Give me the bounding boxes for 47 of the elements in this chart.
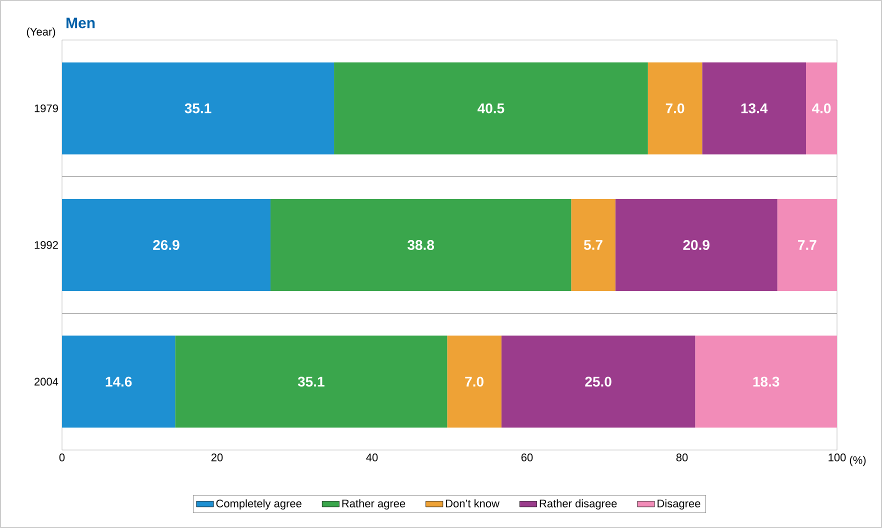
legend-label: Completely agree [216, 499, 302, 510]
x-axis-title: (%) [850, 456, 866, 466]
data-label: 4.0 [812, 103, 831, 114]
data-label: 7.0 [465, 376, 484, 387]
x-tick-label: 100 [828, 454, 846, 462]
data-label: 5.7 [584, 240, 602, 250]
data-label: 14.6 [106, 376, 132, 387]
bar [62, 62, 334, 154]
x-tick-label: 20 [211, 454, 223, 462]
data-label: 25.0 [585, 376, 612, 387]
bar [447, 336, 502, 428]
bar [695, 336, 838, 428]
x-tick-label: 40 [366, 454, 378, 462]
bar [334, 62, 648, 154]
data-label: 40.5 [478, 103, 504, 114]
bar [806, 62, 838, 154]
y-axis-title: (Year) [26, 28, 56, 38]
data-label: 20.9 [683, 240, 710, 250]
legend-label: Disagree [658, 499, 700, 510]
data-label: 35.1 [298, 376, 324, 387]
data-label: 7.7 [798, 240, 816, 250]
legend-label: Don’t know [446, 499, 500, 508]
data-label: 38.8 [408, 240, 434, 250]
x-tick-label: 0 [59, 454, 65, 462]
chart-title: Men [66, 18, 95, 28]
x-tick-label: 80 [676, 454, 688, 462]
y-tick-label: 1979 [34, 104, 58, 112]
data-label: 7.0 [666, 103, 684, 114]
y-tick-label: 2004 [34, 378, 58, 386]
bar [648, 62, 702, 154]
bar [571, 199, 616, 292]
bar [501, 336, 696, 428]
bar [702, 62, 806, 154]
data-label: 18.3 [753, 376, 780, 387]
data-label: 13.4 [741, 103, 768, 114]
bar [62, 336, 176, 428]
bar [62, 199, 270, 292]
y-tick-label: 1992 [34, 241, 58, 249]
x-tick-label: 60 [521, 454, 533, 462]
legend-label: Rather disagree [540, 499, 617, 510]
bar [270, 199, 572, 292]
bar [777, 199, 838, 292]
bar [175, 336, 448, 428]
legend-label: Rather agree [342, 499, 406, 510]
data-label: 26.9 [153, 240, 180, 250]
data-label: 35.1 [184, 103, 212, 114]
bar [615, 199, 778, 292]
